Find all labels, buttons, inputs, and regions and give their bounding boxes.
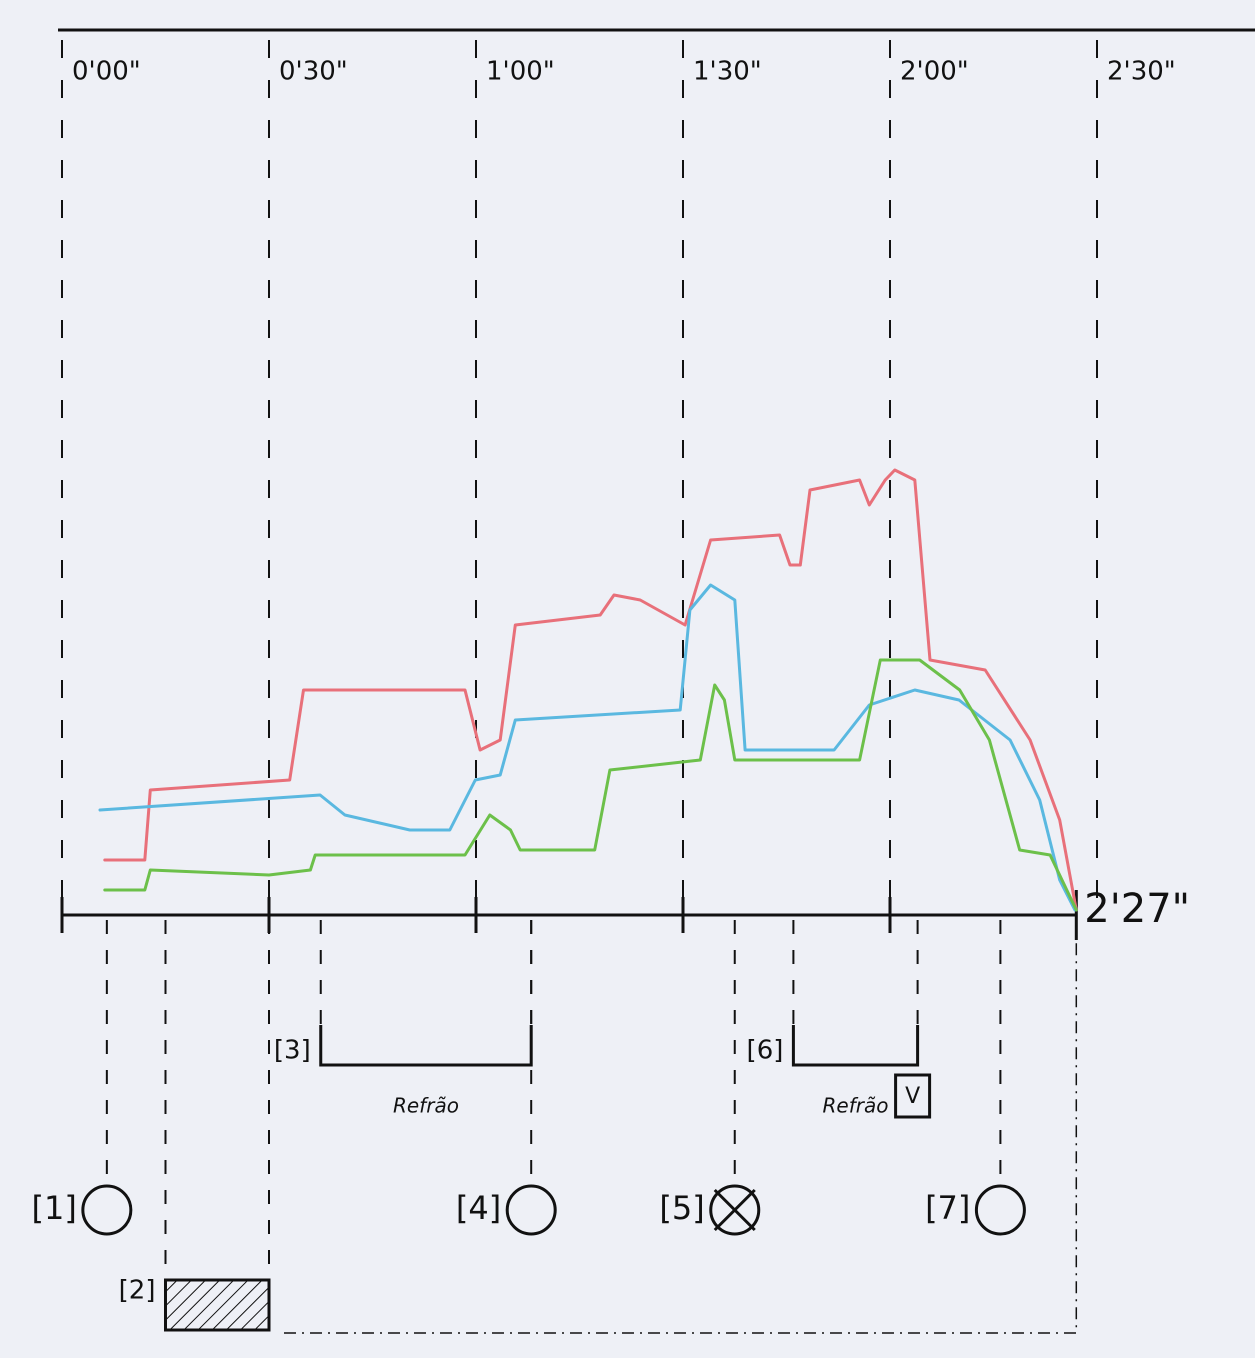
line-series <box>103 658 1078 912</box>
marker-circle <box>505 1184 557 1236</box>
frame-line <box>284 925 1078 1334</box>
end-time-label: 2'27" <box>1084 886 1190 932</box>
hatched-range <box>164 1278 271 1332</box>
x-tick-label: 0'30" <box>279 57 348 87</box>
marker-cross <box>713 1188 756 1232</box>
bracket <box>791 1025 920 1067</box>
x-tick-label: 0'00" <box>72 57 141 87</box>
annotation-label: [1] <box>32 1189 77 1227</box>
bracket-text: Refrão <box>393 1094 459 1118</box>
marker-circle <box>709 1184 761 1236</box>
line-series <box>98 583 1077 912</box>
x-tick-label: 2'30" <box>1107 57 1176 87</box>
marker-circle <box>81 1184 133 1236</box>
box <box>894 1073 932 1119</box>
x-tick-label: 2'00" <box>900 57 969 87</box>
box-text: V <box>905 1084 920 1109</box>
annotation-label: [3] <box>274 1036 311 1066</box>
annotation-label: [5] <box>659 1189 704 1227</box>
line-series <box>103 468 1078 912</box>
bracket-text: Refrão <box>823 1094 889 1118</box>
annotation-label: [4] <box>456 1189 501 1227</box>
annotation-label: [7] <box>925 1189 970 1227</box>
annotation-label: [2] <box>119 1276 156 1306</box>
annotation-label: [6] <box>747 1036 784 1066</box>
x-tick-label: 1'30" <box>693 57 762 87</box>
marker-circle <box>974 1184 1026 1236</box>
x-tick-label: 1'00" <box>486 57 555 87</box>
